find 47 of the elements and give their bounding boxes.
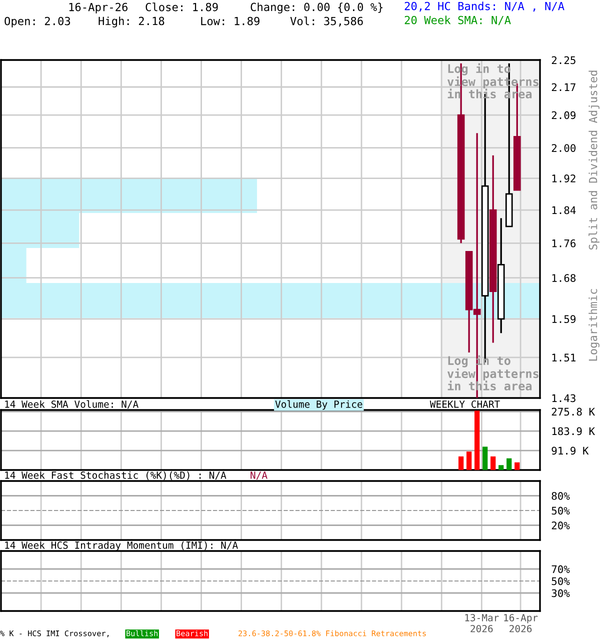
y-tick-label: 50% [552, 577, 570, 586]
bar [498, 465, 504, 470]
y-tick-label: 1.76 [552, 239, 576, 248]
text: Vol: 35,586 [290, 16, 363, 27]
y-tick-label: 1.43 [552, 394, 576, 402]
text: N/A [250, 472, 268, 480]
text: 16-Apr-26 [69, 2, 128, 14]
bar [482, 446, 488, 470]
y-tick-label: 1.51 [552, 354, 576, 362]
text: Change: 0.00 {0.0 %} [250, 2, 383, 14]
chart-title: 14 Week HCS Intraday Momentum (IMI): N/A [5, 541, 238, 551]
y-tick-label: 70% [552, 565, 570, 574]
y-tick-label: 1.68 [552, 274, 576, 282]
y-tick-label: 30% [552, 589, 570, 598]
y-tick-label: 20% [552, 522, 570, 530]
text: Low: 1.89 [201, 16, 260, 26]
bar [458, 456, 464, 470]
bar [474, 410, 480, 470]
text: Close: 1.89 [146, 2, 218, 12]
y-tick-label: 2.25 [552, 56, 576, 64]
bar [490, 456, 496, 470]
text: High: 2.18 [98, 16, 164, 28]
y-tick-label: 1.92 [552, 174, 576, 182]
y-tick-label: 1.84 [552, 206, 576, 214]
y-tick-label: 50% [552, 506, 570, 515]
y-tick-label: 2.17 [552, 83, 576, 91]
y-tick-label: 275.8 K [552, 408, 595, 416]
x-tick-label: 16-Apr 2026 [504, 614, 538, 632]
text: Volume By Price [275, 400, 362, 410]
y-tick-label: 80% [552, 492, 570, 500]
y-tick-label: 1.59 [552, 315, 576, 324]
y-tick-label: 91.9 K [552, 446, 589, 455]
bar [506, 458, 512, 470]
y-tick-label: 183.9 K [552, 427, 595, 436]
x-tick-label: 13-Mar 2026 [465, 614, 499, 632]
text: Logarithmic [588, 289, 600, 361]
y-tick-label: 2.09 [552, 111, 576, 120]
text: WEEKLY CHART [430, 400, 500, 408]
text: 20,2 HC Bands: N/A , N/A [404, 2, 564, 12]
text: 20 Week SMA: N/A [404, 16, 511, 26]
text: Open: 2.03 [4, 16, 70, 28]
bar [466, 452, 472, 470]
chart-title: 14 Week Fast Stochastic (%K)(%D) : N/A [5, 471, 226, 480]
y-tick-label: 2.00 [552, 144, 576, 152]
text: Split and Dividend Adjusted [588, 70, 600, 250]
bar [514, 462, 520, 470]
chart-title: 14 Week SMA Volume: N/A [5, 400, 138, 409]
